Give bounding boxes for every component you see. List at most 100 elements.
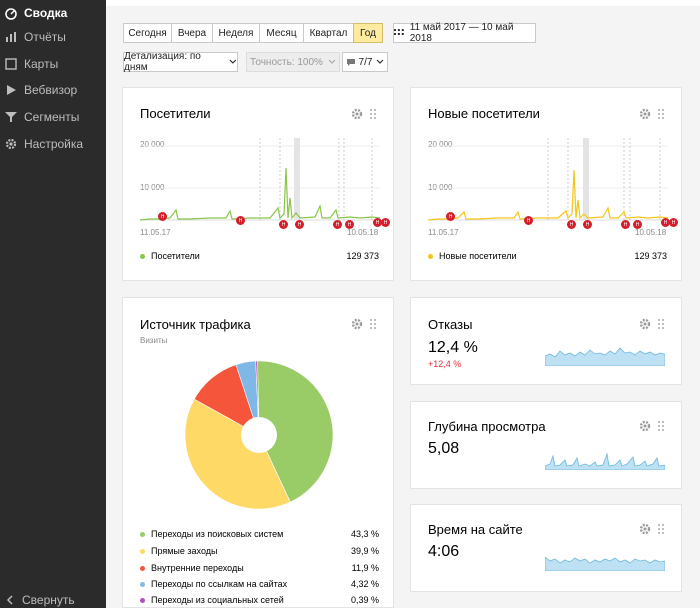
- traffic-pie-chart: [184, 360, 334, 510]
- visitors-title: Посетители: [140, 106, 211, 121]
- drag-handle-icon[interactable]: [657, 318, 665, 330]
- sidebar-collapse[interactable]: Свернуть: [0, 592, 106, 608]
- settings-icon: [5, 138, 17, 150]
- top-strip: [106, 0, 700, 6]
- period-yesterday-button[interactable]: Вчера: [171, 23, 212, 43]
- drag-handle-icon[interactable]: [657, 108, 665, 120]
- x-tick-start: 11.05.17: [428, 228, 459, 237]
- annotation-marker[interactable]: H: [373, 218, 382, 227]
- time-value: 4:06: [428, 543, 460, 560]
- annotation-marker[interactable]: H: [446, 212, 455, 221]
- annotation-marker[interactable]: H: [661, 218, 670, 227]
- drag-handle-icon[interactable]: [657, 420, 665, 432]
- annotation-marker[interactable]: H: [381, 218, 390, 227]
- annotation-marker[interactable]: H: [158, 212, 167, 221]
- legend-label: Новые посетители: [439, 251, 517, 261]
- detail-dropdown[interactable]: Детализация: по дням: [123, 51, 238, 73]
- annotation-marker[interactable]: H: [567, 220, 576, 229]
- legend-label: Переходы из поисковых систем: [151, 529, 284, 539]
- new-visitors-title: Новые посетители: [428, 106, 540, 121]
- drag-handle-icon[interactable]: [657, 523, 665, 535]
- gear-icon[interactable]: [639, 318, 651, 330]
- gear-icon[interactable]: [639, 523, 651, 535]
- new-visitors-card: Новые посетители 20 000 10 000 H H H H H…: [410, 87, 682, 281]
- gear-icon[interactable]: [351, 108, 363, 120]
- pie-slice[interactable]: [255, 360, 260, 436]
- legend-value: 4,32 %: [350, 579, 379, 589]
- annotation-marker[interactable]: H: [669, 218, 678, 227]
- annotation-marker[interactable]: H: [524, 216, 533, 225]
- date-range-picker[interactable]: 11 май 2017 — 10 май 2018: [393, 22, 536, 44]
- legend-dot: [140, 253, 145, 259]
- legend-value: 11,9 %: [351, 563, 379, 573]
- visitors-legend[interactable]: Посетители: [140, 251, 200, 261]
- bounce-sparkline: [545, 347, 665, 366]
- annotation-marker[interactable]: H: [345, 220, 354, 229]
- sidebar-item-label: Отчёты: [24, 30, 66, 44]
- gear-icon[interactable]: [351, 318, 363, 330]
- bounce-value: 12,4 %: [428, 339, 478, 356]
- annotation-marker[interactable]: H: [236, 216, 245, 225]
- traffic-legend-row[interactable]: Переходы из поисковых систем: [140, 529, 283, 539]
- annotation-marker[interactable]: H: [621, 220, 630, 229]
- bounce-card: Отказы 12,4 % +12,4 %: [410, 297, 682, 385]
- traffic-legend-row[interactable]: Прямые заходы: [140, 546, 217, 556]
- annotation-marker[interactable]: H: [279, 220, 288, 229]
- drag-handle-icon[interactable]: [369, 108, 377, 120]
- traffic-legend-row[interactable]: Внутренние переходы: [140, 563, 244, 573]
- period-today-button[interactable]: Сегодня: [123, 23, 171, 43]
- traffic-legend-row[interactable]: Переходы по ссылкам на сайтах: [140, 579, 287, 589]
- traffic-source-card: Источник трафика Визиты Переходы из поис…: [122, 297, 394, 608]
- sidebar-item-segments[interactable]: Сегменты: [0, 104, 106, 130]
- sidebar-item-settings[interactable]: Настройка: [0, 131, 106, 157]
- pie-slice[interactable]: [184, 398, 291, 510]
- sidebar-item-label: Сегменты: [24, 110, 80, 124]
- sidebar-item-label: Вебвизор: [24, 83, 78, 97]
- legend-value: 43,3 %: [350, 529, 379, 539]
- maps-icon: [5, 58, 17, 70]
- x-tick-start: 11.05.17: [140, 228, 171, 237]
- legend-dot: [140, 597, 145, 603]
- period-week-button[interactable]: Неделя: [212, 23, 259, 43]
- drag-handle-icon[interactable]: [369, 318, 377, 330]
- new-visitors-total: 129 373: [634, 251, 667, 261]
- legend-label: Переходы из социальных сетей: [151, 595, 284, 605]
- calendar-icon: [394, 29, 404, 35]
- reports-icon: [6, 32, 16, 42]
- sidebar-item-label: Настройка: [24, 137, 84, 151]
- time-card: Время на сайте 4:06: [410, 504, 682, 592]
- period-month-button[interactable]: Месяц: [259, 23, 303, 43]
- sidebar-item-label: Сводка: [24, 6, 68, 20]
- gear-icon[interactable]: [639, 420, 651, 432]
- y-tick-label: 20 000: [140, 140, 165, 149]
- annotation-marker[interactable]: H: [583, 220, 592, 229]
- legend-dot: [140, 531, 145, 537]
- pie-slice[interactable]: [257, 360, 334, 503]
- annotation-marker[interactable]: H: [295, 220, 304, 229]
- comment-icon: [346, 58, 355, 66]
- sidebar-item-webvisor[interactable]: Вебвизор: [0, 77, 106, 103]
- legend-value: 0,39 %: [350, 595, 379, 605]
- period-quarter-button[interactable]: Квартал: [303, 23, 353, 43]
- legend-dot: [140, 548, 145, 554]
- legend-label: Посетители: [151, 251, 200, 261]
- depth-sparkline: [545, 452, 665, 470]
- traffic-legend-row[interactable]: Переходы из социальных сетей: [140, 595, 284, 605]
- legend-label: Внутренние переходы: [151, 563, 244, 573]
- accuracy-label: Точность: 100%: [250, 56, 323, 68]
- main-area: Сегодня Вчера Неделя Месяц Квартал Год 1…: [106, 0, 700, 608]
- new-visitors-legend[interactable]: Новые посетители: [428, 251, 517, 261]
- segments-dropdown[interactable]: 7/7: [342, 52, 388, 72]
- annotation-marker[interactable]: H: [333, 220, 342, 229]
- gear-icon[interactable]: [639, 108, 651, 120]
- depth-title: Глубина просмотра: [428, 419, 546, 434]
- bounce-title: Отказы: [428, 317, 473, 332]
- legend-dot: [140, 581, 145, 587]
- accuracy-dropdown[interactable]: Точность: 100%: [246, 52, 340, 72]
- sidebar-item-reports[interactable]: Отчёты: [0, 24, 106, 50]
- annotation-marker[interactable]: H: [633, 220, 642, 229]
- sidebar-item-maps[interactable]: Карты: [0, 51, 106, 77]
- sidebar-item-summary[interactable]: Сводка: [0, 0, 106, 26]
- period-year-button[interactable]: Год: [353, 23, 383, 43]
- time-title: Время на сайте: [428, 522, 523, 537]
